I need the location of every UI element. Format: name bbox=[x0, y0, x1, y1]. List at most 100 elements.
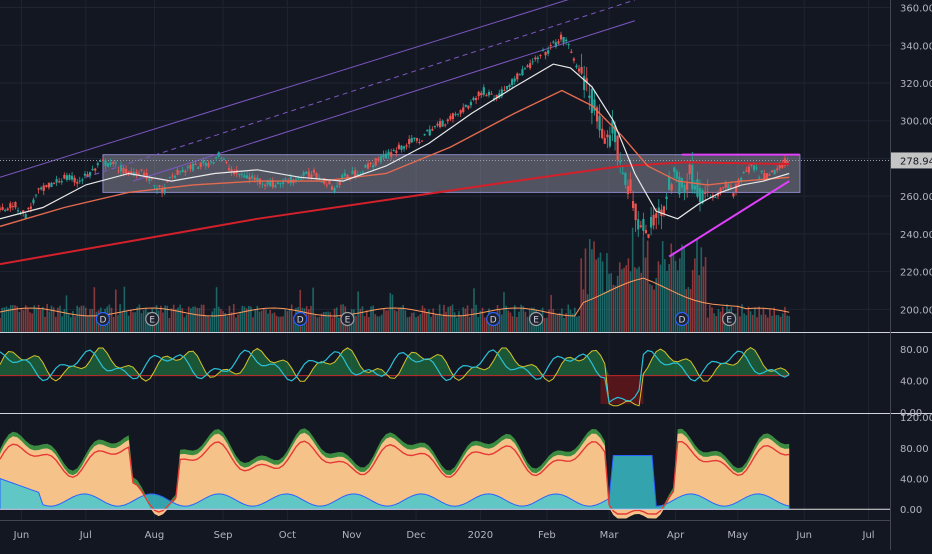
candle-body bbox=[469, 101, 473, 106]
volume-bar bbox=[27, 308, 29, 332]
volume-bar bbox=[631, 227, 634, 332]
volume-bar bbox=[552, 309, 555, 332]
candle-body bbox=[382, 154, 385, 158]
candle-body bbox=[426, 130, 429, 132]
volume-bar bbox=[31, 313, 33, 332]
candle-body bbox=[338, 180, 341, 185]
volume-bar bbox=[447, 306, 450, 332]
volume-bar bbox=[719, 311, 722, 332]
candle-body bbox=[727, 184, 730, 190]
volume-bar bbox=[220, 308, 222, 332]
volume-bar bbox=[20, 307, 23, 332]
candle-body bbox=[683, 184, 686, 193]
volume-bar bbox=[558, 312, 561, 332]
candle-body bbox=[315, 173, 318, 180]
candle-body bbox=[330, 186, 334, 190]
candle-body bbox=[706, 191, 709, 193]
candle-body bbox=[752, 165, 756, 171]
volume-bar bbox=[516, 317, 518, 332]
candle-body bbox=[99, 160, 102, 162]
time-tick-label: Feb bbox=[538, 530, 556, 541]
volume-bar bbox=[205, 315, 207, 332]
candle-body bbox=[261, 183, 264, 185]
candle-body bbox=[619, 160, 622, 163]
candle-body bbox=[758, 177, 761, 179]
osc1-main-line bbox=[0, 349, 790, 404]
volume-bar bbox=[621, 269, 623, 332]
candle-body bbox=[1, 207, 4, 210]
candle-body bbox=[649, 216, 653, 228]
volume-bar bbox=[7, 308, 10, 332]
volume-bar bbox=[501, 314, 503, 332]
volume-bar bbox=[462, 307, 465, 332]
volume-bar bbox=[676, 270, 679, 332]
volume-bar bbox=[9, 305, 12, 332]
candle-body bbox=[176, 169, 179, 175]
candle-body bbox=[631, 200, 635, 208]
candle-body bbox=[0, 208, 2, 210]
candle-body bbox=[125, 169, 128, 174]
candle-body bbox=[343, 173, 346, 176]
candle-body bbox=[773, 169, 776, 175]
volume-bar bbox=[694, 258, 696, 332]
volume-bar bbox=[50, 305, 53, 332]
candle-body bbox=[523, 68, 527, 70]
last-price-tag bbox=[891, 152, 932, 169]
volume-bar bbox=[177, 307, 179, 332]
volume-bar bbox=[580, 258, 582, 332]
candle-body bbox=[346, 174, 349, 179]
volume-bar bbox=[567, 304, 570, 332]
dividend-marker bbox=[486, 311, 501, 327]
volume-bar bbox=[235, 317, 237, 332]
candle-body bbox=[516, 73, 519, 80]
candle-body bbox=[299, 178, 303, 180]
volume-bar bbox=[687, 287, 690, 332]
volume-bar bbox=[0, 317, 1, 332]
volume-bar bbox=[194, 306, 196, 332]
volume-bar bbox=[468, 316, 471, 332]
volume-bar bbox=[713, 313, 715, 332]
candle-body bbox=[588, 95, 591, 98]
candle-body bbox=[405, 145, 408, 147]
volume-bar bbox=[400, 307, 402, 332]
candle-body bbox=[52, 183, 56, 185]
volume-bar bbox=[46, 304, 48, 332]
volume-bar bbox=[387, 310, 389, 332]
time-tick-label: Jun bbox=[13, 530, 30, 541]
candle-body bbox=[765, 173, 769, 179]
volume-bar bbox=[651, 285, 653, 332]
candle-body bbox=[770, 170, 774, 173]
candle-body bbox=[88, 172, 92, 176]
volume-bar bbox=[436, 315, 439, 332]
candle-body bbox=[202, 160, 205, 164]
candle-body bbox=[60, 181, 63, 183]
candle-body bbox=[701, 190, 704, 204]
candle-body bbox=[130, 171, 133, 174]
time-tick-label: Jul bbox=[862, 530, 875, 541]
candle-body bbox=[668, 176, 671, 190]
candle-body bbox=[642, 219, 645, 231]
volume-bar bbox=[239, 311, 241, 332]
volume-bar bbox=[67, 314, 70, 332]
volume-bar bbox=[217, 306, 220, 332]
candle-body bbox=[722, 187, 725, 189]
candle-body bbox=[410, 138, 413, 143]
volume-bar bbox=[453, 312, 456, 332]
candle-body bbox=[637, 219, 640, 230]
candle-body bbox=[781, 163, 784, 168]
candle-body bbox=[441, 120, 444, 127]
volume-bar bbox=[138, 304, 141, 332]
candle-body bbox=[42, 185, 45, 191]
candle-body bbox=[678, 176, 681, 195]
candle-body bbox=[45, 185, 48, 187]
candle-body bbox=[140, 169, 143, 171]
volume-bar bbox=[415, 317, 417, 332]
channel-line bbox=[132, 20, 635, 182]
volume-bar bbox=[440, 316, 443, 332]
volume-bar bbox=[207, 316, 209, 332]
volume-bar bbox=[378, 316, 381, 332]
volume-bar bbox=[132, 312, 134, 332]
candle-body bbox=[505, 86, 509, 90]
candle-body bbox=[783, 158, 787, 166]
